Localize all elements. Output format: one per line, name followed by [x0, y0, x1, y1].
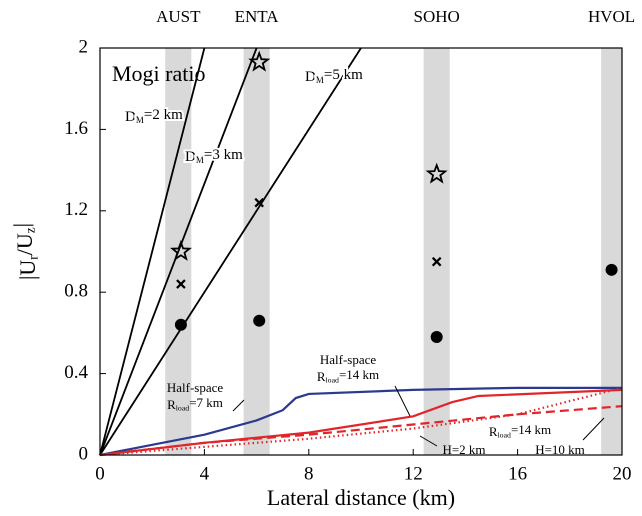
annotation-arrow [232, 399, 245, 412]
annotation-part: =5 km [324, 67, 363, 83]
marker-circle [605, 263, 618, 276]
y-axis-label-part: |U [15, 260, 40, 280]
station-label: HVOL [588, 7, 635, 26]
x-tick-label: 8 [304, 463, 314, 484]
annotation-part: Half-space [167, 380, 224, 395]
annotation-arrow [419, 435, 438, 447]
marker-cross [254, 197, 264, 208]
y-axis-label-part: r [26, 255, 41, 260]
station-label: AUST [156, 7, 201, 26]
annotation: Half-space [167, 380, 224, 395]
marker-circle [174, 318, 187, 331]
annotation-part: R [489, 424, 498, 439]
x-tick-label: 4 [200, 463, 210, 484]
annotation-arrow [582, 417, 605, 441]
marker-circle [430, 330, 443, 343]
annotation: Half-space [320, 352, 377, 367]
marker-star [425, 162, 448, 184]
annotation: DM=2 km [125, 107, 183, 125]
marker-star [170, 239, 192, 261]
annotation-part: M [136, 115, 144, 125]
annotation-part: load [498, 431, 512, 440]
plot-frame [99, 47, 623, 456]
x-tick-label: 20 [613, 463, 632, 484]
y-axis-label: |Ur/Uz| [9, 223, 41, 280]
marker-circle [253, 314, 266, 327]
annotation-part: =2 km [144, 107, 183, 123]
y-axis-label-part: z [23, 227, 38, 233]
y-tick-label: 1.6 [64, 118, 88, 139]
marker-cross [176, 279, 186, 289]
y-axis-label-part: /U [12, 233, 37, 255]
x-axis-label: Lateral distance (km) [267, 485, 455, 510]
annotation-part: D [305, 69, 316, 85]
marker-star [248, 50, 271, 72]
annotation: Rload=14 km [317, 367, 379, 384]
station-band [243, 48, 270, 455]
annotation-part: H=2 km [442, 442, 485, 457]
annotation-part: =7 km [189, 395, 223, 410]
annotation: DM=3 km [185, 147, 243, 165]
annotation-part: load [326, 376, 340, 385]
line [99, 47, 362, 456]
x-tick-label: 16 [508, 463, 527, 484]
y-tick-label: 0 [79, 443, 89, 464]
station-label: SOHO [414, 7, 460, 26]
annotation-part: =14 km [339, 367, 379, 382]
annotation-part: H=10 km [535, 442, 585, 457]
line [99, 386, 623, 457]
annotation: H=10 km [535, 442, 585, 457]
y-tick-label: 2 [79, 36, 89, 57]
y-tick-label: 0.4 [64, 362, 88, 383]
line [99, 47, 206, 456]
x-tick-label: 0 [95, 463, 105, 484]
station-label: ENTA [235, 7, 280, 26]
annotation-part: Mogi ratio [112, 61, 206, 86]
annotation-part: =14 km [511, 422, 551, 437]
annotation-part: D [185, 149, 196, 165]
line [99, 386, 622, 457]
annotation-part: R [167, 397, 176, 412]
annotation-part: M [196, 155, 204, 165]
annotation-part: =3 km [204, 147, 243, 163]
annotation: DM=5 km [305, 67, 363, 85]
y-tick-label: 0.8 [64, 281, 88, 302]
annotation-part: load [176, 404, 190, 413]
station-band [601, 48, 622, 455]
station-band [423, 48, 450, 455]
line [99, 47, 258, 456]
annotation-part: D [125, 109, 136, 125]
annotation-part: M [316, 75, 324, 85]
marker-cross [431, 256, 442, 267]
y-axis-label-part: | [9, 223, 34, 227]
annotation-part: R [317, 369, 326, 384]
annotation: Mogi ratio [112, 61, 206, 86]
x-tick-label: 12 [404, 463, 423, 484]
line [99, 405, 623, 457]
annotation-part: Half-space [320, 352, 377, 367]
annotation-arrow [394, 385, 411, 417]
annotation: H=2 km [442, 442, 485, 457]
y-tick-label: 1.2 [64, 199, 88, 220]
annotation: Rload=14 km [489, 422, 551, 439]
annotation: Rload=7 km [167, 395, 223, 412]
